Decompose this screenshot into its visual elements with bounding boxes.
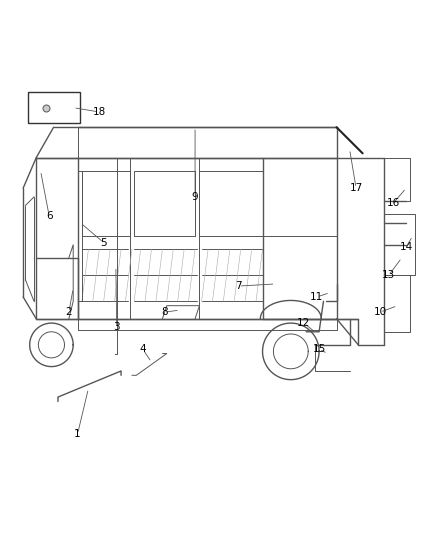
Text: 10: 10: [374, 307, 387, 317]
Text: 12: 12: [297, 318, 311, 328]
Text: 2: 2: [66, 307, 72, 317]
Text: 13: 13: [382, 270, 396, 280]
Text: 5: 5: [100, 238, 107, 247]
Text: 18: 18: [93, 107, 106, 117]
FancyBboxPatch shape: [28, 92, 80, 123]
Text: 14: 14: [399, 242, 413, 252]
Text: 1: 1: [74, 429, 81, 439]
Text: 15: 15: [312, 344, 326, 354]
Text: 9: 9: [192, 192, 198, 202]
Text: 4: 4: [140, 344, 146, 354]
Text: 8: 8: [161, 307, 168, 317]
Text: 16: 16: [386, 198, 400, 208]
Text: 7: 7: [235, 281, 242, 291]
Text: 6: 6: [46, 212, 53, 221]
Text: 11: 11: [310, 292, 324, 302]
Text: 3: 3: [113, 322, 120, 333]
Text: 17: 17: [350, 183, 363, 193]
